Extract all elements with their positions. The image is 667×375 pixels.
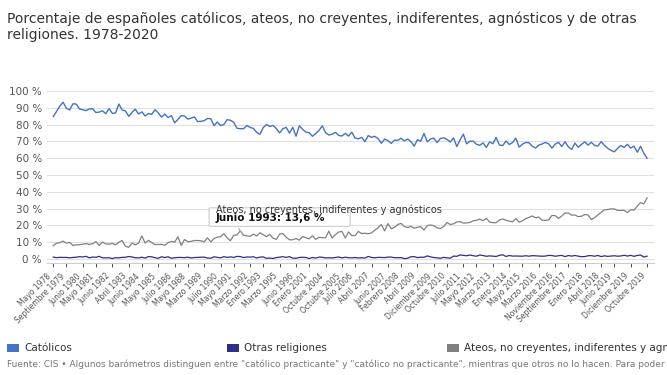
FancyBboxPatch shape [209,208,350,226]
Text: Otras religiones: Otras religiones [244,343,327,352]
Text: Católicos: Católicos [24,343,72,352]
Text: Junio 1993: 13,6 %: Junio 1993: 13,6 % [215,213,325,223]
Text: Fuente: CIS • Algunos barómetros distinguen entre "católico practicante" y "cató: Fuente: CIS • Algunos barómetros disting… [7,360,664,369]
Text: Ateos, no creyentes, indiferentes y agnósticos: Ateos, no creyentes, indiferentes y agnó… [215,204,442,215]
Text: Ateos, no creyentes, indiferentes y agnósticos: Ateos, no creyentes, indiferentes y agnó… [464,342,667,353]
Text: Porcentaje de españoles católicos, ateos, no creyentes, indiferentes, agnósticos: Porcentaje de españoles católicos, ateos… [7,11,636,42]
